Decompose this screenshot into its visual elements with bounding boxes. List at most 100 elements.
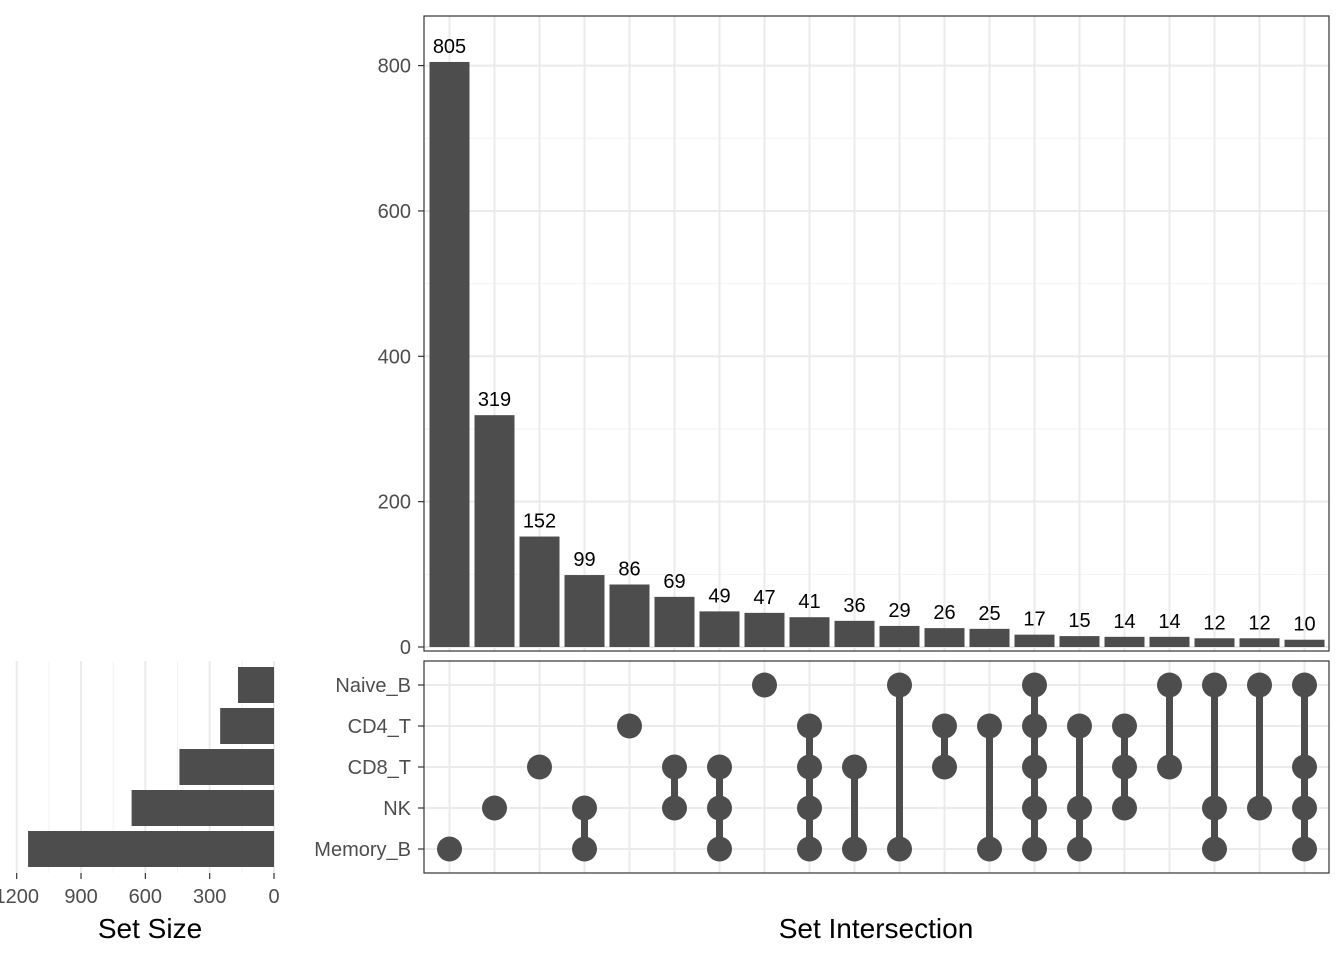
intersection-bar-value: 17 [1023,609,1045,631]
matrix-dot [1292,672,1317,698]
intersection-bar-value: 805 [433,36,466,58]
set-size-x-axis: 1200 900 600 300 0 [0,873,280,908]
set-intersection-axis-title: Set Intersection [779,913,974,944]
matrix-dot [1022,713,1047,739]
matrix-dot [977,713,1002,739]
matrix-gridlines [424,661,1329,873]
matrix-dot [1157,672,1182,698]
intersection-bar [1014,634,1055,647]
matrix-dot [1202,795,1227,821]
set-size-tick-label: 600 [129,886,162,908]
matrix-dot [707,754,732,780]
matrix-dot [662,795,687,821]
matrix-dot [1022,795,1047,821]
matrix-dot [1202,836,1227,862]
intersection-bar-value: 319 [478,389,511,411]
intersection-bar-value: 49 [708,585,730,607]
intersection-bar-value: 29 [888,600,910,622]
set-name-label: CD8_T [348,757,411,779]
intersection-bars [429,61,1325,648]
matrix-dot [1067,795,1092,821]
intersection-bar [1059,636,1100,647]
set-size-tick-label: 900 [64,886,97,908]
matrix-dot [1112,713,1137,739]
intersection-bar [474,415,515,647]
y-tick-label: 800 [378,56,411,78]
intersection-bar [789,617,830,647]
intersection-bar [429,61,470,648]
intersection-bar-value: 47 [753,587,775,609]
matrix-dot [1157,754,1182,780]
set-size-bar [220,708,274,744]
intersection-panel-border [423,15,1330,652]
matrix-dot [572,836,597,862]
matrix-dot [1067,836,1092,862]
intersection-bar-value: 14 [1113,611,1135,633]
set-name-label: CD4_T [348,716,411,738]
intersection-bar [1239,638,1280,647]
intersection-y-axis: 0 200 400 600 800 [378,56,424,659]
matrix-dot [1247,672,1272,698]
matrix-dot [707,836,732,862]
matrix-dot [1022,836,1047,862]
intersection-bar [879,625,920,647]
matrix-dot [1112,754,1137,780]
intersection-bar [564,575,605,647]
matrix-dot [842,754,867,780]
set-size-bars [28,667,274,867]
y-tick-label: 400 [378,346,411,368]
intersection-bar [924,628,965,647]
matrix-dot [617,713,642,739]
intersection-bar-value: 152 [523,511,556,533]
y-tick-label: 600 [378,201,411,223]
intersection-bar-value: 12 [1203,612,1225,634]
matrix-dot [1067,713,1092,739]
intersection-bar-value: 36 [843,595,865,617]
intersection-bar-value: 25 [978,603,1000,625]
intersection-bar [1284,639,1325,647]
matrix-dot [1022,672,1047,698]
matrix-dot [797,754,822,780]
matrix-dot [482,795,507,821]
matrix-dot [932,713,957,739]
set-size-axis-title: Set Size [98,913,202,944]
intersection-bar [969,628,1010,647]
set-size-bar [131,790,274,826]
matrix-dot [437,836,462,862]
intersection-bar [654,596,695,647]
intersection-bar [1104,636,1145,647]
matrix-dot [842,836,867,862]
intersection-bar-value: 15 [1068,610,1090,632]
intersection-bar-value: 86 [618,558,640,580]
intersection-bar [519,536,560,647]
intersection-bar-value: 14 [1158,611,1180,633]
y-tick-label: 200 [378,492,411,514]
intersection-gridlines [424,16,1329,651]
matrix-dot [797,713,822,739]
intersection-bar [699,611,740,647]
matrix-dot [1022,754,1047,780]
intersection-bar-value: 12 [1248,612,1270,634]
intersection-bar-labels: 805 319 152 99 86 69 49 47 41 36 29 26 25 17 15 14 14 12 1… [433,36,1316,636]
intersection-bar-value: 26 [933,602,955,624]
matrix-dot [1112,795,1137,821]
set-name-label: NK [383,798,411,820]
set-size-tick-label: 0 [268,886,279,908]
matrix-dot [932,754,957,780]
matrix-dot [887,672,912,698]
intersection-bar-value: 10 [1293,614,1315,636]
matrix-dots [437,672,1317,862]
y-tick-label: 0 [400,637,411,659]
intersection-bar [609,584,650,647]
matrix-dot [887,836,912,862]
intersection-bar [1149,636,1190,647]
set-size-bar [237,667,274,703]
intersection-bar [744,612,785,647]
intersection-bar-value: 41 [798,591,820,613]
matrix-dot [1247,795,1272,821]
matrix-dot [797,795,822,821]
set-size-tick-label: 1200 [0,886,39,908]
matrix-dot [977,836,1002,862]
set-name-label: Naive_B [335,675,411,697]
